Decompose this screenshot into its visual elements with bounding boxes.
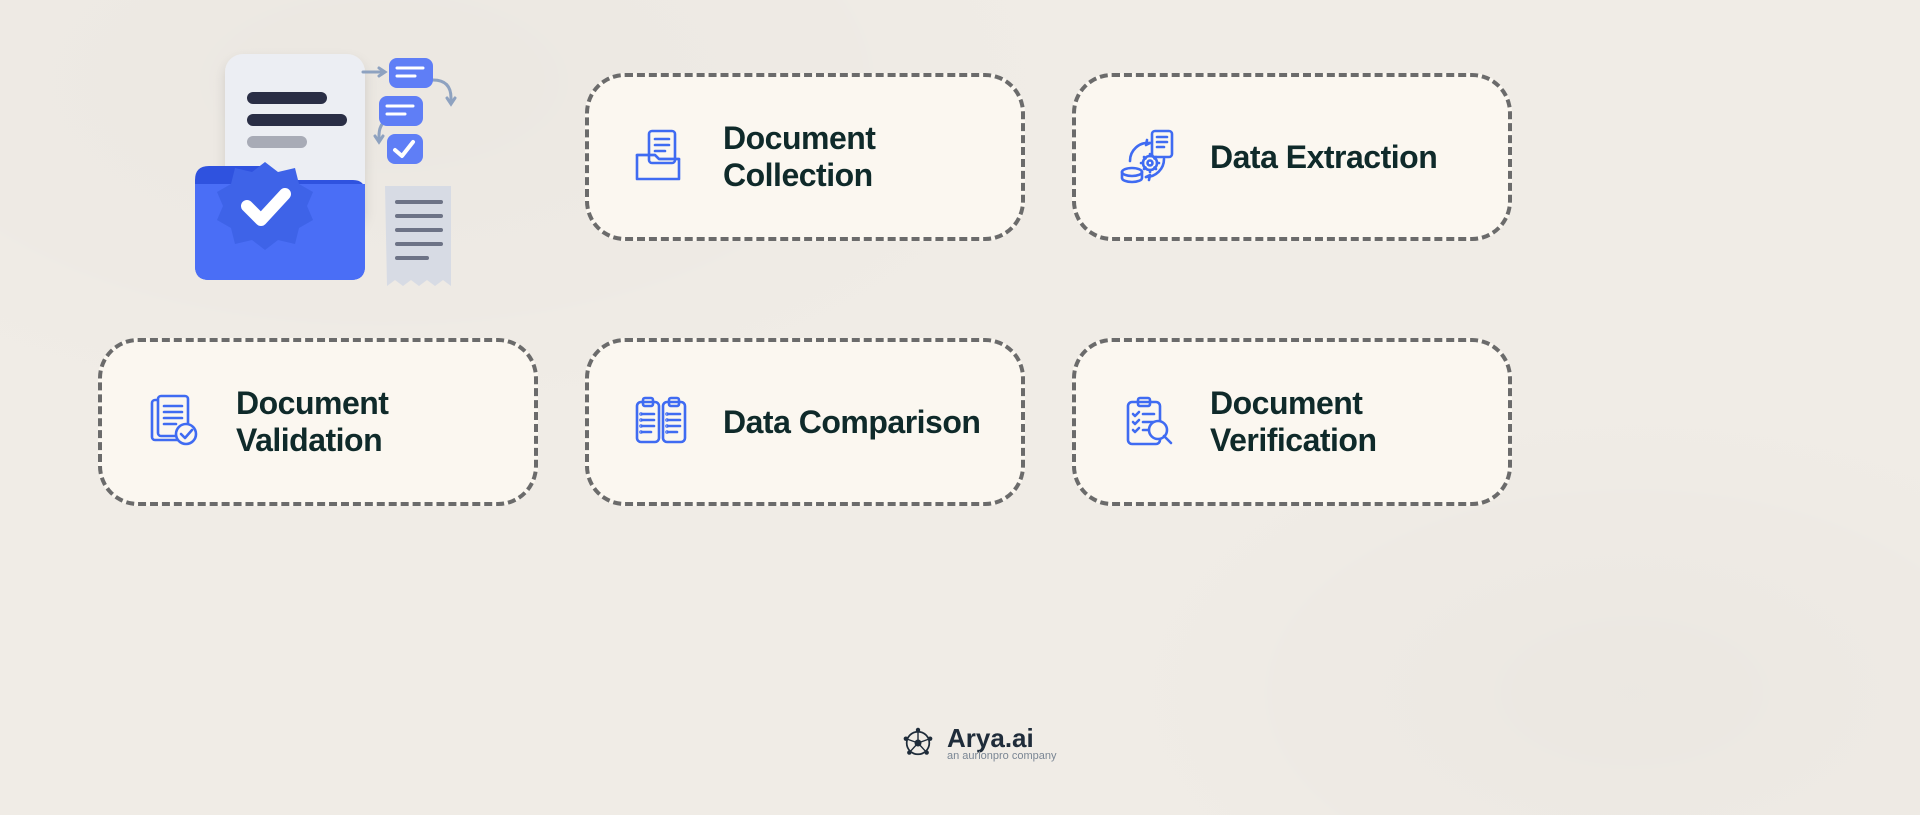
card-document-verification: Document Verification	[1072, 338, 1512, 506]
clipboard-pair-icon	[625, 386, 697, 458]
card-label: Data Extraction	[1210, 139, 1437, 176]
card-document-collection: Document Collection	[585, 73, 1025, 241]
card-label: Document Validation	[236, 385, 494, 459]
clipboard-lens-icon	[1112, 386, 1184, 458]
brand-name: Arya.ai	[947, 725, 1056, 751]
card-label: Document Collection	[723, 120, 981, 194]
extract-gear-icon	[1112, 121, 1184, 193]
hero-illustration	[155, 36, 475, 296]
doc-check-icon	[138, 386, 210, 458]
card-data-extraction: Data Extraction	[1072, 73, 1512, 241]
card-label: Document Verification	[1210, 385, 1468, 459]
card-document-validation: Document Validation	[98, 338, 538, 506]
folder-doc-icon	[625, 121, 697, 193]
card-label: Data Comparison	[723, 404, 980, 441]
brand-tagline: an aurionpro company	[947, 751, 1056, 762]
brand-logo-icon	[895, 720, 941, 766]
card-data-comparison: Data Comparison	[585, 338, 1025, 506]
brand-footer: Arya.ai an aurionpro company	[895, 720, 1056, 766]
